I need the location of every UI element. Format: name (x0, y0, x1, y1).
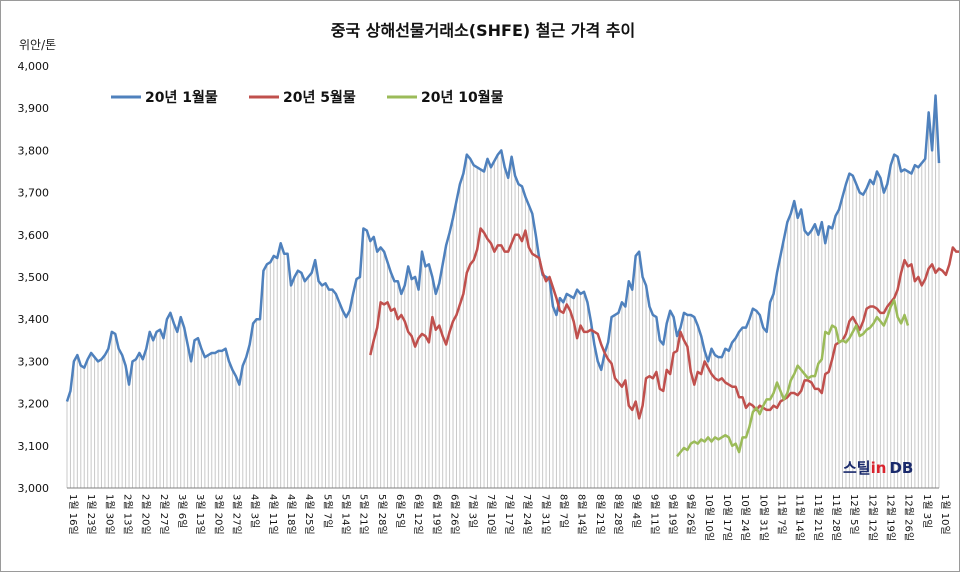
x-tick-label: 2월 20일 (140, 494, 152, 535)
chart-title: 중국 상해선물거래소(SHFE) 철근 가격 추이 (331, 21, 635, 40)
x-tick-label: 3월 6일 (176, 494, 188, 528)
x-tick-label: 4월 18일 (285, 494, 297, 535)
y-axis-ticks: 3,000 3,100 3,200 3,300 3,400 3,500 3,600 3,700… (18, 60, 50, 495)
x-tick-label: 11월 7일 (776, 494, 788, 535)
x-tick-label: 11월 28일 (830, 494, 842, 541)
x-tick-label: 5월 14일 (340, 494, 352, 535)
series-lines (65, 94, 959, 458)
series-line (676, 298, 910, 458)
legend-label: 20년 1월물 (145, 89, 218, 106)
x-tick-label: 1월 10일 (939, 494, 951, 535)
x-tick-label: 7월 17일 (503, 494, 515, 535)
y-tick-label: 3,800 (18, 144, 50, 157)
y-tick-label: 3,300 (18, 355, 50, 368)
x-tick-label: 8월 7일 (558, 494, 570, 528)
x-tick-label: 11월 14일 (794, 494, 806, 541)
x-tick-label: 12월 5일 (848, 494, 860, 535)
x-tick-label: 7월 3일 (467, 494, 479, 528)
x-tick-label: 6월 5일 (394, 494, 406, 528)
x-tick-label: 4월 3일 (249, 494, 261, 528)
x-tick-label: 7월 10일 (485, 494, 497, 535)
x-tick-label: 8월 14일 (576, 494, 588, 535)
x-tick-label: 5월 28일 (376, 494, 388, 535)
x-tick-label: 3월 27일 (231, 494, 243, 535)
x-tick-label: 7월 31일 (539, 494, 551, 535)
y-axis-unit-label: 위안/톤 (19, 38, 56, 52)
y-tick-label: 3,200 (18, 398, 50, 411)
x-tick-label: 11월 21일 (812, 494, 824, 541)
y-tick-label: 3,700 (18, 187, 50, 200)
x-tick-label: 5월 7일 (321, 494, 333, 528)
x-tick-label: 9월 11일 (648, 494, 660, 535)
x-tick-label: 4월 25일 (303, 494, 315, 535)
x-axis-ticks: 1월 16일 1월 23일 1월 30일 2월 13일 2월 20일 2월 27일 3월 6… (67, 494, 951, 541)
x-tick-label: 6월 26일 (449, 494, 461, 535)
logo-text-in: in (871, 459, 887, 477)
x-tick-label: 12월 26일 (903, 494, 915, 541)
x-tick-label: 8월 21일 (594, 494, 606, 535)
x-tick-label: 8월 28일 (612, 494, 624, 535)
x-tick-label: 12월 19일 (885, 494, 897, 541)
x-tick-label: 3월 20일 (212, 494, 224, 535)
x-tick-label: 1월 3일 (921, 494, 933, 528)
x-tick-label: 6월 19일 (430, 494, 442, 535)
steelindb-logo: 스틸in DB (843, 459, 913, 477)
logo-text-db: DB (889, 459, 913, 477)
x-tick-label: 9월 26일 (685, 494, 697, 535)
y-tick-label: 3,100 (18, 440, 50, 453)
x-tick-label: 10월 24일 (739, 494, 751, 541)
x-tick-label: 3월 13일 (194, 494, 206, 535)
logo-text-korean: 스틸 (843, 459, 871, 477)
x-tick-label: 10월 10일 (703, 494, 715, 541)
y-tick-label: 3,900 (18, 102, 50, 115)
x-tick-label: 5월 21일 (358, 494, 370, 535)
x-tick-label: 4월 11일 (267, 494, 279, 535)
series-line (369, 227, 959, 420)
x-tick-label: 1월 16일 (67, 494, 79, 535)
x-tick-label: 10월 17일 (721, 494, 733, 541)
x-tick-label: 1월 30일 (103, 494, 115, 535)
x-tick-label: 9월 19일 (667, 494, 679, 535)
y-tick-label: 4,000 (18, 60, 50, 73)
background-bars (66, 95, 940, 488)
x-tick-label: 2월 27일 (158, 494, 170, 535)
legend-label: 20년 10월물 (421, 89, 504, 106)
legend-label: 20년 5월물 (283, 89, 356, 106)
x-tick-label: 2월 13일 (122, 494, 134, 535)
y-tick-label: 3,000 (18, 482, 50, 495)
y-tick-label: 3,600 (18, 229, 50, 242)
legend: 20년 1월물 20년 5월물 20년 10월물 (111, 89, 504, 106)
y-tick-label: 3,500 (18, 271, 50, 284)
y-tick-label: 3,400 (18, 313, 50, 326)
x-tick-label: 1월 23일 (85, 494, 97, 535)
series-line (65, 94, 941, 402)
x-tick-label: 7월 24일 (521, 494, 533, 535)
x-tick-label: 12월 12일 (866, 494, 878, 541)
x-tick-label: 6월 12일 (412, 494, 424, 535)
x-tick-label: 10월 31일 (757, 494, 769, 541)
x-tick-label: 9월 4일 (630, 494, 642, 528)
